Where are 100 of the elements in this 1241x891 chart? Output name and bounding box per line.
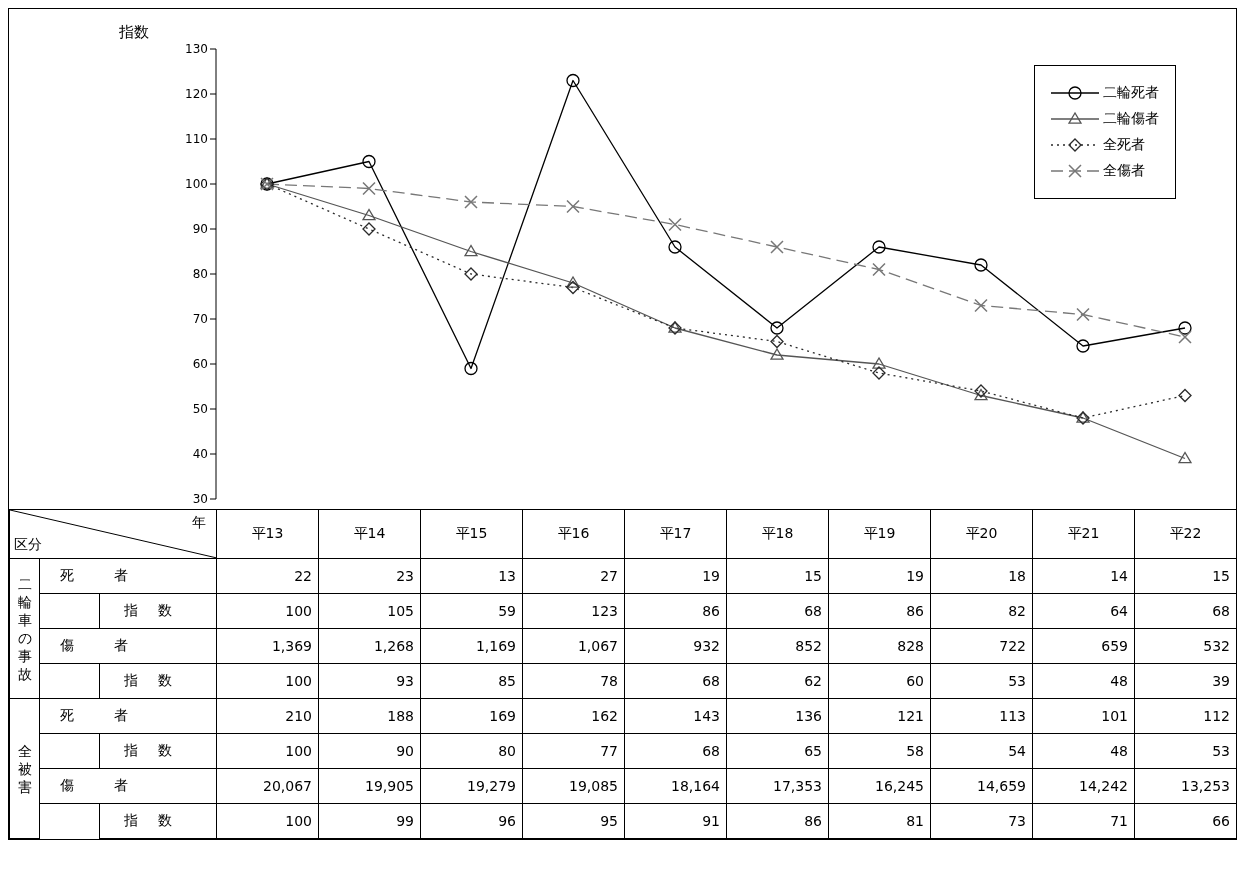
- data-label: 77: [522, 733, 625, 769]
- point: [974, 384, 988, 398]
- data-label: 23: [318, 558, 421, 594]
- data-label: 80: [420, 733, 523, 769]
- data-label: 53: [930, 663, 1033, 699]
- data-label: 162: [522, 698, 625, 734]
- point: [362, 181, 376, 196]
- data-label: 66: [1134, 803, 1237, 839]
- point: [1076, 339, 1090, 353]
- data-label: 121: [828, 698, 931, 734]
- point: [974, 298, 988, 313]
- category-label: 平20: [930, 509, 1033, 559]
- data-label: 19,085: [522, 768, 625, 804]
- data-label: 68: [1134, 593, 1237, 629]
- point: [566, 199, 580, 214]
- category-label: 平16: [522, 509, 625, 559]
- data-label: 48: [1032, 733, 1135, 769]
- data-label: 100: [216, 663, 319, 699]
- data-label: 136: [726, 698, 829, 734]
- data-label: 659: [1032, 628, 1135, 664]
- data-label: 93: [318, 663, 421, 699]
- category-label: 平15: [420, 509, 523, 559]
- category-label: 平17: [624, 509, 727, 559]
- data-label: 210: [216, 698, 319, 734]
- y-tick-label: 60: [192, 357, 208, 372]
- data-label: 60: [828, 663, 931, 699]
- data-label: 828: [828, 628, 931, 664]
- y-tick-label: 100: [185, 177, 208, 192]
- y-tick-label: 110: [185, 132, 208, 147]
- y-tick-label: 40: [192, 447, 208, 462]
- data-label: 27: [522, 558, 625, 594]
- data-label: 22: [216, 558, 319, 594]
- data-label: 90: [318, 733, 421, 769]
- data-label: 14,659: [930, 768, 1033, 804]
- text: 年: [192, 514, 207, 532]
- text: 傷者: [39, 628, 217, 664]
- data-label: 113: [930, 698, 1033, 734]
- data-label: 100: [216, 593, 319, 629]
- point: [464, 267, 478, 281]
- point: [1076, 307, 1090, 322]
- data-label: 100: [216, 803, 319, 839]
- data-label: 68: [624, 663, 727, 699]
- text: 二輪車の事故: [17, 574, 32, 683]
- y-tick-label: 120: [185, 87, 208, 102]
- data-label: 532: [1134, 628, 1237, 664]
- data-label: 1,268: [318, 628, 421, 664]
- data-label: 64: [1032, 593, 1135, 629]
- y-axis-title: 指数: [119, 23, 149, 42]
- point: [362, 222, 376, 236]
- point: [668, 217, 682, 232]
- point: [1178, 451, 1192, 464]
- point: [770, 348, 784, 360]
- category-label: 平19: [828, 509, 931, 559]
- legend-label: 全傷者: [1103, 162, 1145, 180]
- data-label: 19: [828, 558, 931, 594]
- point: [464, 361, 478, 376]
- data-label: 14: [1032, 558, 1135, 594]
- legend-label: 二輪死者: [1103, 84, 1159, 102]
- data-label: 722: [930, 628, 1033, 664]
- point: [362, 208, 376, 221]
- point: [770, 334, 784, 349]
- text: 死者: [39, 698, 217, 734]
- point: [566, 280, 580, 295]
- text: 死者: [39, 558, 217, 594]
- point: [770, 240, 784, 254]
- y-tick-label: 70: [192, 312, 208, 327]
- text: 指数: [124, 672, 192, 688]
- point: [668, 240, 682, 254]
- data-label: 65: [726, 733, 829, 769]
- data-label: 99: [318, 803, 421, 839]
- point: [872, 262, 886, 277]
- point: [770, 321, 784, 335]
- data-label: 123: [522, 593, 625, 629]
- data-label: 15: [726, 558, 829, 594]
- data-label: 59: [420, 593, 523, 629]
- data-label: 1,067: [522, 628, 625, 664]
- data-label: 71: [1032, 803, 1135, 839]
- data-label: 19: [624, 558, 727, 594]
- y-tick-label: 90: [192, 222, 208, 237]
- data-label: 19,905: [318, 768, 421, 804]
- data-label: 85: [420, 663, 523, 699]
- data-label: 105: [318, 593, 421, 629]
- category-label: 平13: [216, 509, 319, 559]
- point: [1178, 321, 1192, 335]
- category-label: 平22: [1134, 509, 1237, 559]
- data-label: 14,242: [1032, 768, 1135, 804]
- category-label: 平14: [318, 509, 421, 559]
- data-label: 48: [1032, 663, 1135, 699]
- data-label: 101: [1032, 698, 1135, 734]
- point: [974, 258, 988, 272]
- text: 傷者: [39, 768, 217, 804]
- data-label: 13,253: [1134, 768, 1237, 804]
- data-label: 15: [1134, 558, 1237, 594]
- text: 指数: [124, 812, 192, 828]
- data-label: 96: [420, 803, 523, 839]
- data-label: 852: [726, 628, 829, 664]
- data-label: 53: [1134, 733, 1237, 769]
- data-label: 86: [726, 803, 829, 839]
- data-label: 95: [522, 803, 625, 839]
- data-label: 18: [930, 558, 1033, 594]
